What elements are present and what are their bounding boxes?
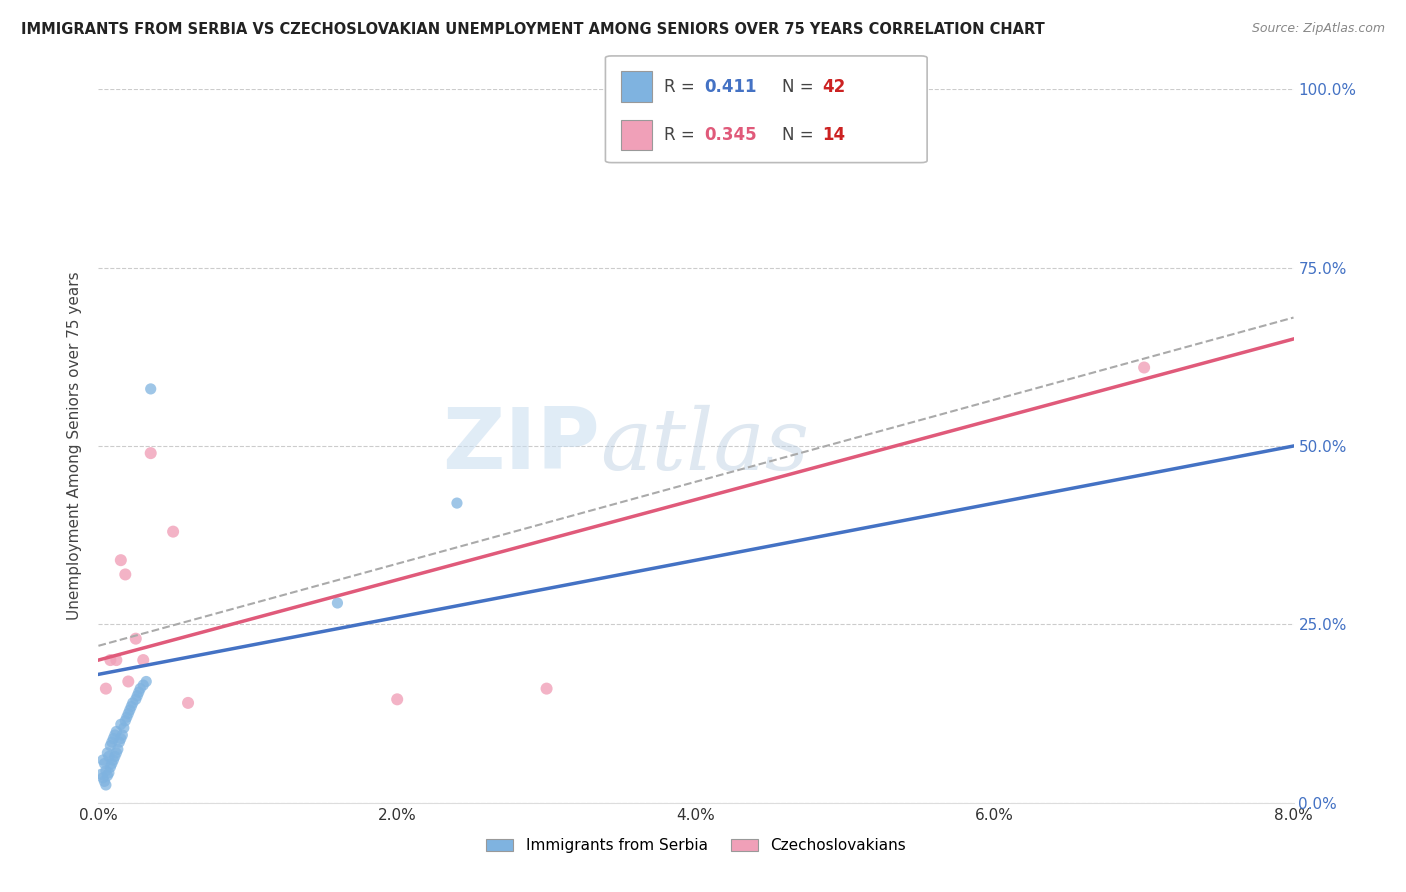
FancyBboxPatch shape [606,56,927,162]
Point [94,681,117,696]
Text: IMMIGRANTS FROM SERBIA VS CZECHOSLOVAKIAN UNEMPLOYMENT AMONG SENIORS OVER 75 YEA: IMMIGRANTS FROM SERBIA VS CZECHOSLOVAKIA… [21,22,1045,37]
Text: 42: 42 [823,78,845,95]
Point [120,699,142,714]
Point [111,728,134,742]
Point [139,446,162,460]
Point [117,674,139,689]
Point [94,764,117,778]
Point [104,749,127,764]
Point [105,724,128,739]
Point [132,678,155,692]
Point [110,731,132,746]
Point [103,731,125,746]
Text: 0.411: 0.411 [704,78,756,95]
Point [121,696,143,710]
Point [125,632,148,646]
Text: 14: 14 [823,126,845,144]
Point [114,714,136,728]
Point [536,681,558,696]
Point [446,496,468,510]
Point [385,692,409,706]
Point [97,765,120,780]
Point [98,739,122,753]
Text: R =: R = [664,78,700,95]
Point [110,717,132,731]
Point [93,756,115,771]
Point [104,728,127,742]
Point [107,742,129,756]
Point [114,567,136,582]
Point [96,746,118,760]
Point [108,735,131,749]
Point [98,760,122,774]
Point [101,756,124,771]
Point [93,774,115,789]
Text: atlas: atlas [600,405,810,487]
Point [117,706,139,721]
Bar [621,71,652,102]
Point [97,749,120,764]
Text: R =: R = [664,126,700,144]
Point [177,696,200,710]
Point [105,746,128,760]
Point [105,653,128,667]
Point [118,703,141,717]
Point [112,721,135,735]
Point [135,674,157,689]
Text: N =: N = [782,126,818,144]
Point [132,653,155,667]
Text: 0.345: 0.345 [704,126,756,144]
Point [103,753,125,767]
Y-axis label: Unemployment Among Seniors over 75 years: Unemployment Among Seniors over 75 years [67,272,83,620]
Point [326,596,349,610]
Point [101,735,124,749]
Text: ZIP: ZIP [443,404,600,488]
Point [128,685,150,699]
Point [162,524,184,539]
Point [91,771,114,785]
Point [139,382,162,396]
Point [129,681,152,696]
Point [91,753,114,767]
Point [90,767,112,781]
Text: N =: N = [782,78,818,95]
Legend: Immigrants from Serbia, Czechoslovakians: Immigrants from Serbia, Czechoslovakians [479,832,912,859]
Point [115,710,138,724]
Point [110,553,132,567]
Point [127,689,149,703]
Point [125,692,148,706]
Bar [621,120,652,150]
Point [96,769,118,783]
Point [94,778,117,792]
Text: Source: ZipAtlas.com: Source: ZipAtlas.com [1251,22,1385,36]
Point [1133,360,1156,375]
Point [98,653,122,667]
